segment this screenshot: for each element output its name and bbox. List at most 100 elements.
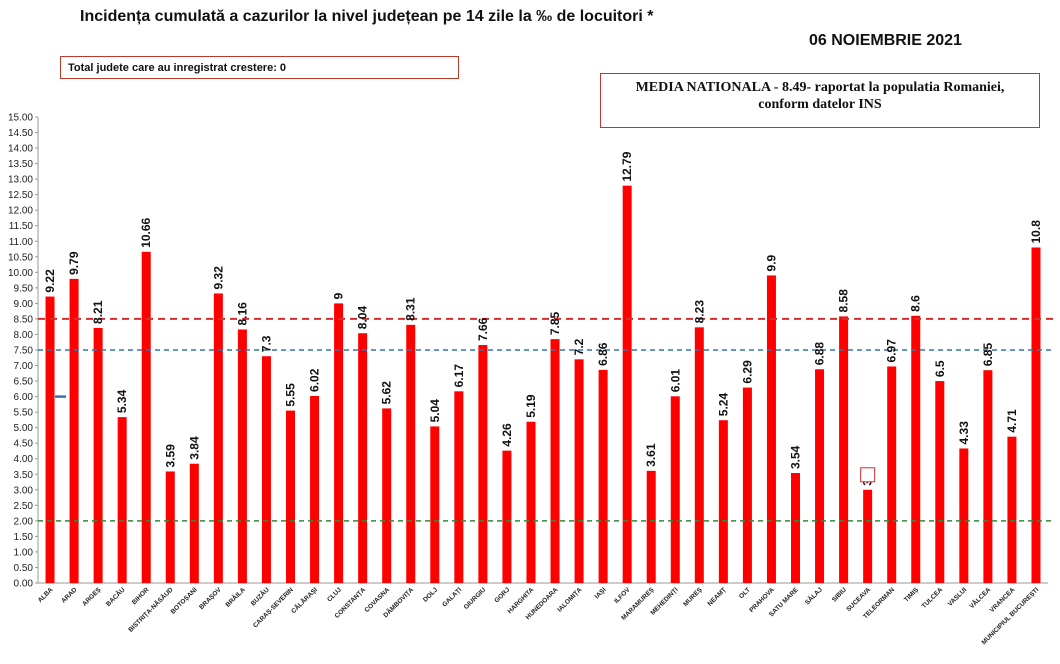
bar — [598, 369, 608, 583]
category-label: CĂLĂRAȘI — [289, 585, 319, 615]
value-label: 6.17 — [452, 364, 466, 388]
y-tick-label: 0.50 — [14, 563, 34, 574]
bar — [815, 369, 825, 583]
value-label: 3.84 — [187, 436, 201, 460]
value-label: 9.79 — [67, 251, 81, 275]
value-label: 5.55 — [284, 383, 298, 407]
y-tick-label: 10.00 — [8, 268, 33, 279]
y-tick-label: 6.50 — [14, 377, 34, 388]
value-label: 6.29 — [740, 360, 754, 384]
bar — [141, 251, 151, 583]
national-average-box: MEDIA NATIONALA - 8.49- raportat la popu… — [600, 73, 1040, 128]
y-tick-label: 1.50 — [14, 532, 34, 543]
value-label: 10.66 — [139, 217, 153, 247]
value-label: 8.21 — [91, 300, 105, 324]
bar — [165, 471, 175, 583]
national-average-line2: conform datelor INS — [758, 97, 882, 112]
value-label: 6.02 — [308, 368, 322, 392]
bar — [550, 339, 560, 583]
value-label: 3.54 — [789, 445, 803, 469]
category-label: VÂLCEA — [967, 585, 992, 610]
category-label: BUZĂU — [248, 585, 271, 608]
bar — [430, 426, 440, 583]
bar — [406, 324, 416, 583]
y-tick-label: 11.50 — [9, 221, 34, 232]
national-average-line1: MEDIA NATIONALA - 8.49- raportat la popu… — [635, 80, 1005, 95]
y-tick-label: 8.50 — [14, 314, 34, 325]
value-label: 4.71 — [1005, 409, 1019, 433]
bar — [983, 370, 993, 583]
y-tick-label: 10.50 — [8, 252, 33, 263]
value-label: 8.16 — [235, 302, 249, 326]
bar — [1031, 247, 1041, 584]
value-label: 9.9 — [764, 254, 778, 271]
y-tick-label: 5.50 — [14, 408, 34, 419]
y-tick-label: 8.00 — [14, 330, 34, 341]
bar — [237, 329, 247, 583]
bar — [646, 470, 656, 583]
value-label: 7.66 — [476, 317, 490, 341]
bar — [935, 381, 945, 583]
bar — [358, 333, 368, 583]
bar — [45, 296, 55, 583]
y-tick-label: 11.00 — [9, 237, 34, 248]
value-label: 6.01 — [668, 369, 682, 393]
bar — [93, 327, 103, 583]
bar — [526, 421, 536, 583]
value-label: 5.34 — [115, 389, 129, 413]
bar — [694, 327, 704, 583]
value-label: 8.6 — [909, 295, 923, 312]
bar — [286, 410, 295, 583]
value-label: 5.62 — [380, 381, 394, 405]
bar — [117, 417, 127, 583]
category-label: GIURGIU — [463, 586, 488, 611]
category-label: GALAȚI — [441, 586, 463, 608]
y-tick-label: 12.50 — [8, 190, 33, 201]
category-label: GORJ — [493, 586, 511, 604]
bar — [791, 473, 800, 583]
category-label: ALBA — [37, 586, 55, 604]
bar — [742, 387, 752, 583]
bar — [766, 275, 776, 583]
value-label: 4.26 — [500, 423, 514, 447]
value-label: 7.85 — [548, 311, 562, 335]
value-label-box — [860, 467, 876, 483]
value-label: 3.59 — [163, 444, 177, 468]
y-tick-label: 9.50 — [14, 283, 34, 294]
category-label: VASLUI — [947, 586, 969, 608]
y-tick-label: 14.50 — [8, 128, 33, 139]
y-tick-label: 3.50 — [14, 470, 34, 481]
bar — [887, 366, 897, 583]
bar — [622, 185, 632, 583]
bar — [382, 408, 392, 583]
value-label: 9.22 — [43, 269, 57, 293]
value-label: 8.04 — [356, 306, 370, 330]
bar — [670, 396, 680, 583]
category-label: DOLJ — [422, 586, 439, 603]
category-label: ARGEȘ — [81, 586, 103, 608]
value-label: 6.88 — [813, 342, 827, 366]
category-label: BISTRIȚA-NĂSĂUD — [126, 585, 175, 634]
value-label: 12.79 — [620, 151, 634, 181]
bar — [261, 356, 271, 583]
y-tick-label: 0.00 — [14, 579, 34, 590]
bar — [911, 315, 921, 583]
category-label: SĂLAJ — [803, 585, 825, 607]
value-label: 5.19 — [524, 394, 538, 418]
value-label: 7.3 — [259, 335, 273, 352]
category-label: MUREȘ — [682, 586, 704, 608]
bar — [839, 316, 849, 583]
bar — [189, 463, 199, 583]
growth-count-box: Total judete care au inregistrat crester… — [60, 56, 459, 79]
category-label: BACĂU — [104, 585, 127, 608]
value-label: 10.8 — [1029, 220, 1043, 244]
category-label: TULCEA — [921, 586, 945, 610]
category-label: OLT — [738, 586, 752, 600]
y-tick-label: 4.00 — [14, 454, 34, 465]
y-tick-label: 5.00 — [14, 423, 34, 434]
bar — [1007, 436, 1017, 583]
y-tick-label: 12.00 — [8, 206, 33, 217]
value-label: 6.97 — [885, 339, 899, 363]
value-label: 6.5 — [933, 360, 947, 377]
y-tick-label: 6.00 — [14, 392, 34, 403]
